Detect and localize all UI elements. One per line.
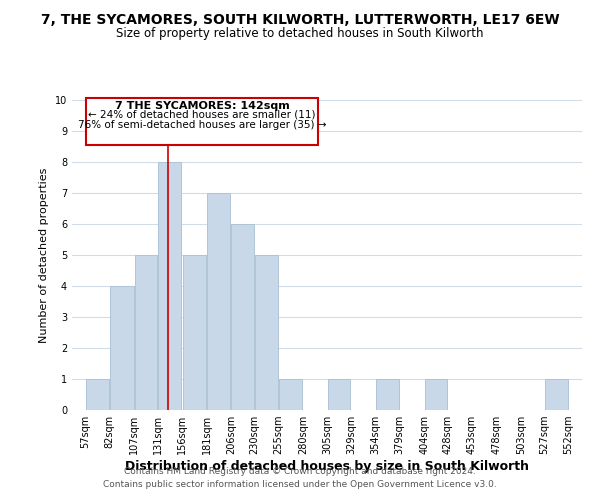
Bar xyxy=(328,379,350,410)
Bar xyxy=(255,255,278,410)
Bar xyxy=(425,379,447,410)
X-axis label: Distribution of detached houses by size in South Kilworth: Distribution of detached houses by size … xyxy=(125,460,529,473)
Text: ← 24% of detached houses are smaller (11): ← 24% of detached houses are smaller (11… xyxy=(88,110,316,120)
Text: Size of property relative to detached houses in South Kilworth: Size of property relative to detached ho… xyxy=(116,28,484,40)
Text: 76% of semi-detached houses are larger (35) →: 76% of semi-detached houses are larger (… xyxy=(78,120,326,130)
Y-axis label: Number of detached properties: Number of detached properties xyxy=(40,168,49,342)
Bar xyxy=(279,379,302,410)
Bar xyxy=(182,255,206,410)
Bar xyxy=(545,379,568,410)
Bar xyxy=(135,255,157,410)
Bar xyxy=(158,162,181,410)
Bar xyxy=(110,286,134,410)
Bar xyxy=(86,379,109,410)
Text: Contains HM Land Registry data © Crown copyright and database right 2024.: Contains HM Land Registry data © Crown c… xyxy=(124,467,476,476)
FancyBboxPatch shape xyxy=(86,98,318,145)
Bar xyxy=(232,224,254,410)
Text: Contains public sector information licensed under the Open Government Licence v3: Contains public sector information licen… xyxy=(103,480,497,489)
Text: 7, THE SYCAMORES, SOUTH KILWORTH, LUTTERWORTH, LE17 6EW: 7, THE SYCAMORES, SOUTH KILWORTH, LUTTER… xyxy=(41,12,559,26)
Bar xyxy=(376,379,399,410)
Text: 7 THE SYCAMORES: 142sqm: 7 THE SYCAMORES: 142sqm xyxy=(115,100,289,110)
Bar xyxy=(207,193,230,410)
